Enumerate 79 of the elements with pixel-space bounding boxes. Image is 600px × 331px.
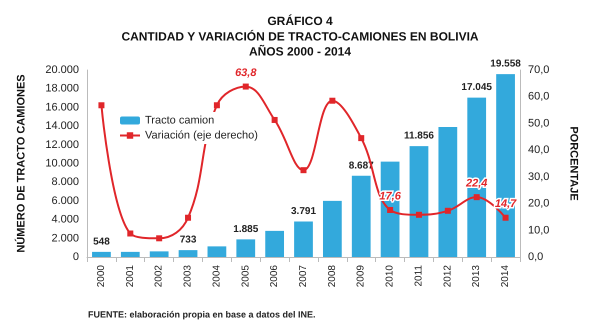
point [474,194,480,200]
y2-tick-label: 60,0 [528,90,550,103]
data-label: 3.791 [290,206,316,218]
bar [178,250,198,257]
x-tick-label: 2006 [269,264,280,288]
bar [294,222,313,257]
point [502,214,509,221]
y2-tick-label: 30,0 [528,170,550,183]
chart-subtitle: CANTIDAD Y VARIACIÓN DE TRACTO-CAMIONES EN BOLIVIA AÑOS 2000 - 2014 [121,30,479,58]
point [358,135,364,142]
bar [120,252,140,257]
chart-title: GRÁFICO 4 [267,14,333,28]
x-tick-label: 2003 [182,264,194,288]
bar [410,146,428,257]
point [127,230,134,236]
point [387,206,394,213]
y-tick-label: 20.000 [45,64,79,76]
x-tick-label: 2007 [298,264,309,288]
point [242,84,249,90]
data-label: 63,8 [235,67,258,80]
point [272,116,278,123]
x-tick-label: 2000 [96,264,107,288]
y-tick-label: 6.000 [51,194,79,207]
data-label: 1.885 [233,224,259,235]
bar [380,162,400,257]
y-tick-label: 10.000 [45,158,79,170]
x-tick-label: 2013 [471,264,482,288]
y2-tick-label: 70,0 [528,64,550,76]
x-tick-label: 2001 [124,264,136,288]
point [156,235,162,242]
bar [236,239,256,257]
bar [265,230,284,257]
point [329,98,336,104]
legend-label: Tracto camion [145,114,214,126]
data-label: 733 [180,234,197,246]
source-note: FUENTE: elaboración propia en base a datos del INE. [88,310,316,320]
x-tick-label: 2014 [500,264,512,288]
point [185,214,192,221]
y-tick-label: 16.000 [45,101,79,114]
y-tick-label: 0 [72,251,79,263]
bar [496,74,515,257]
x-tick-label: 2004 [211,264,222,288]
y2-tick-label: 40,0 [528,144,550,156]
y-tick-label: 8.000 [51,176,79,188]
y-tick-label: 14.000 [45,120,79,132]
x-tick-label: 2012 [442,264,454,288]
y2-tick-label: 50,0 [528,117,550,130]
bar [438,127,458,257]
y2-axis-title: PORCENTAJE [568,126,580,201]
data-label: 548 [93,236,110,248]
bar [322,200,342,257]
point [444,208,451,214]
point [214,102,220,108]
bar [208,246,226,257]
x-tick-label: 2005 [240,264,252,288]
x-tick-label: 2008 [326,264,338,288]
data-label: 17.045 [461,82,492,94]
y2-tick-label: 20,0 [528,198,550,210]
point [300,167,306,174]
bar [467,98,486,257]
x-tick-label: 2011 [413,264,424,287]
y2-tick-label: 0,0 [528,251,544,263]
y-tick-label: 12.000 [45,138,79,151]
data-label: 11.856 [404,130,434,142]
y-tick-label: 18.000 [45,82,79,95]
point [416,212,422,218]
legend-label: Variación (eje derecho) [145,130,258,142]
y-axis-title: NÚMERO DE TRACTO CAMIONES [14,74,28,253]
x-tick-label: 2002 [154,264,165,288]
bar [150,251,169,257]
x-tick-label: 2010 [384,264,396,288]
y2-tick-label: 10,0 [528,224,550,236]
y-tick-label: 2.000 [51,232,79,244]
data-label: 19.558 [490,58,522,70]
bar [352,176,371,257]
x-tick-label: 2009 [356,264,367,288]
point [98,102,104,108]
y-tick-label: 4.000 [51,214,79,226]
bar [92,252,111,257]
